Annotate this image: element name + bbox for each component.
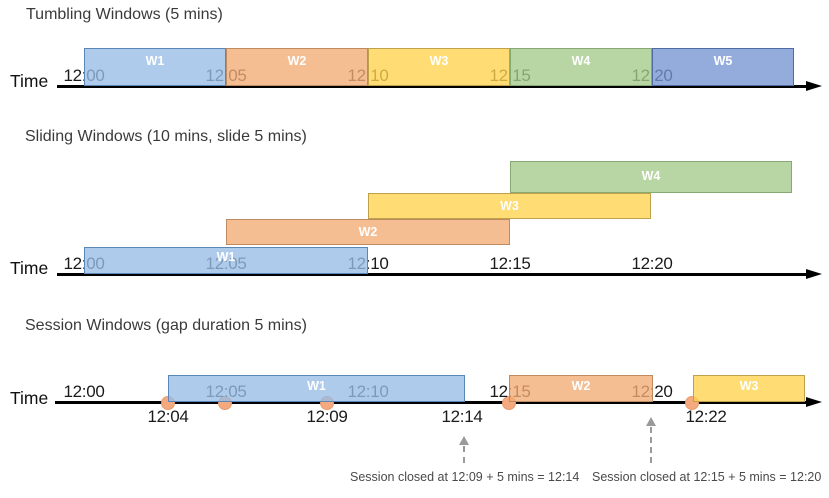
- session-window-w2: [509, 375, 653, 402]
- session-axis-arrowhead-icon: [806, 397, 822, 407]
- session-window-label: W3: [739, 379, 759, 393]
- event-label: 12:04: [147, 407, 189, 426]
- dashed-arrowhead-icon: [459, 436, 469, 445]
- sliding-window-label: W2: [358, 225, 378, 239]
- dashed-arrow-line: [463, 446, 465, 463]
- sliding-axis-arrowhead-icon: [806, 269, 822, 279]
- sliding-tick: 12:20: [631, 254, 673, 273]
- sliding-window-w3: [368, 193, 651, 219]
- tumbling-window-w1: [84, 48, 226, 86]
- dashed-arrowhead-icon: [646, 417, 656, 426]
- sliding-window-w2: [226, 219, 510, 245]
- tumbling-window-label: W5: [713, 54, 733, 68]
- event-label: 12:22: [685, 407, 727, 426]
- tumbling-window-label: W4: [571, 54, 591, 68]
- sliding-window-label: W4: [641, 169, 661, 183]
- sliding-tick: 12:15: [489, 254, 531, 273]
- session-window-label: W1: [307, 379, 326, 393]
- sliding-window-w4: [510, 161, 792, 193]
- session-time-axis-label: Time: [10, 388, 49, 408]
- session-tick: 12:00: [63, 382, 105, 401]
- event-label: 12:14: [441, 407, 483, 426]
- session-window-w3: [693, 375, 805, 402]
- event-label: 12:09: [306, 407, 348, 426]
- session-window-w1: [168, 375, 465, 402]
- session-title: Session Windows (gap duration 5 mins): [25, 317, 307, 334]
- dashed-arrow-line: [650, 427, 652, 463]
- tumbling-window-label: W3: [429, 54, 449, 68]
- tumbling-window-w5: [652, 48, 794, 86]
- tumbling-window-label: W1: [145, 54, 165, 68]
- tumbling-title: Tumbling Windows (5 mins): [26, 6, 223, 23]
- sliding-time-axis: [57, 273, 807, 276]
- tumbling-window-label: W2: [287, 54, 307, 68]
- sliding-window-w1: [84, 247, 368, 274]
- sliding-window-label: W3: [500, 199, 519, 213]
- tumbling-window-w3: [368, 48, 510, 86]
- sliding-window-label: W1: [216, 250, 236, 264]
- tumbling-window-w4: [510, 48, 652, 86]
- session-window-label: W2: [571, 379, 591, 393]
- tumbling-time-axis: [57, 85, 807, 88]
- tumbling-axis-arrowhead-icon: [806, 81, 822, 91]
- session-closed-annotation-2: Session closed at 12:15 + 5 mins = 12:20: [592, 470, 822, 484]
- session-time-axis: [55, 401, 807, 404]
- tumbling-window-w2: [226, 48, 368, 86]
- session-closed-annotation-1: Session closed at 12:09 + 5 mins = 12:14: [350, 470, 580, 484]
- sliding-time-axis-label: Time: [10, 258, 49, 278]
- tumbling-time-axis-label: Time: [10, 71, 49, 91]
- sliding-title: Sliding Windows (10 mins, slide 5 mins): [25, 128, 307, 145]
